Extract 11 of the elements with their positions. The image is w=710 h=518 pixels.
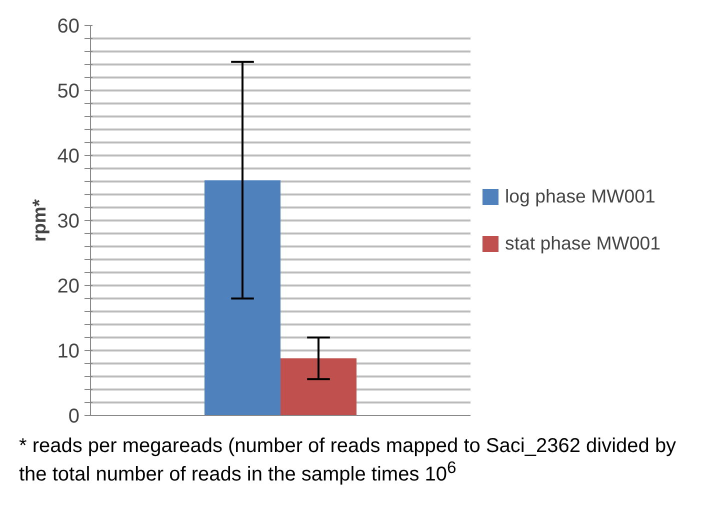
legend-label: log phase MW001 bbox=[505, 186, 656, 208]
y-tick-label: 30 bbox=[57, 210, 80, 232]
y-tick-label: 20 bbox=[57, 276, 80, 298]
y-axis-title: rpm* bbox=[28, 198, 50, 242]
y-tick-label: 50 bbox=[57, 80, 80, 102]
text: * reads per megareads (number of reads mapped to Saci_2362 divided by the total number of reads in the sample times 10$^{6}$ bbox=[19, 435, 678, 487]
y-tick-label: 40 bbox=[57, 146, 80, 168]
legend-label: stat phase MW001 bbox=[505, 232, 661, 254]
y-tick-label: 60 bbox=[57, 16, 80, 38]
y-tick-label: 10 bbox=[57, 340, 80, 362]
y-tick-label: 0 bbox=[68, 406, 80, 428]
